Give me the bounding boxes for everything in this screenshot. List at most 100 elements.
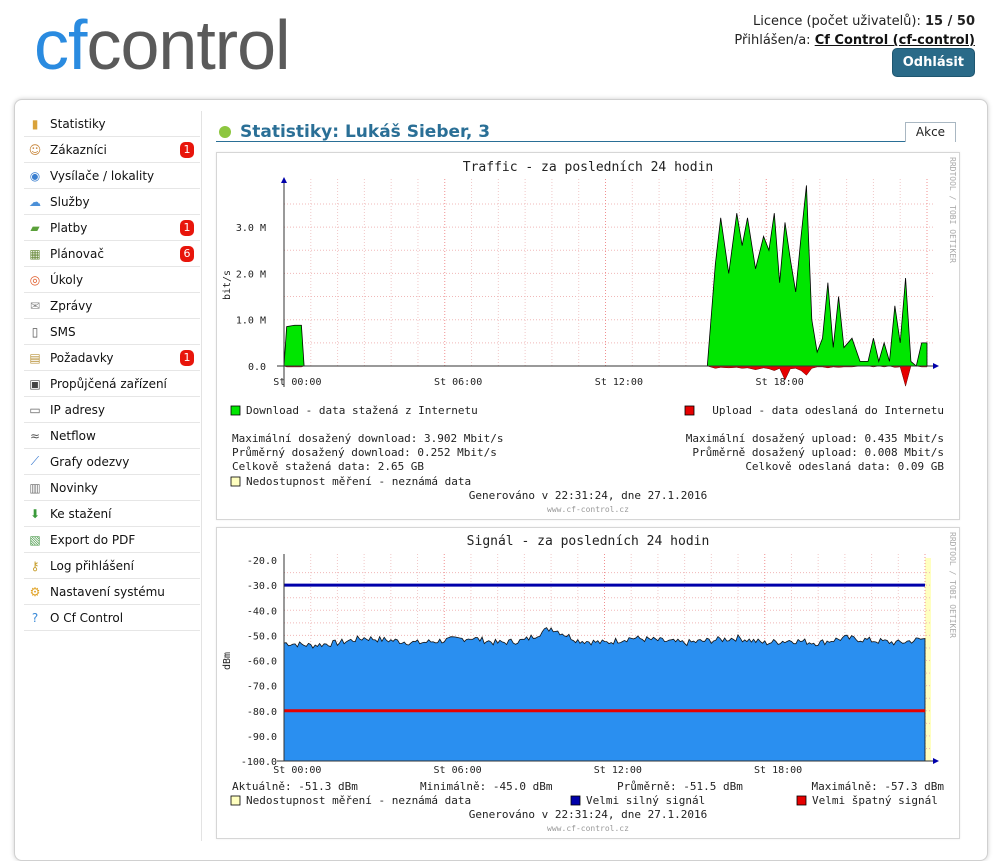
- sidebar-item-label: Log přihlášení: [50, 558, 134, 573]
- antenna-icon: ◉: [29, 168, 41, 183]
- sidebar-item-label: Zprávy: [50, 298, 93, 313]
- sidebar-item[interactable]: ⚷ Log přihlášení: [24, 553, 200, 579]
- signal-xtick: St 00:00: [273, 765, 321, 776]
- bar-chart-icon: ▮: [31, 116, 39, 131]
- traffic-yaxis-arrow: [281, 177, 287, 183]
- signal-xaxis-arrow: [933, 758, 939, 764]
- total-upload: Celkově odeslaná data: 0.09 GB: [745, 460, 944, 473]
- signal-generated: Generováno v 22:31:24, dne 27.1.2016: [469, 808, 707, 821]
- sidebar-item-label: Úkoly: [50, 272, 84, 287]
- legend-strong-swatch: [570, 795, 581, 806]
- license-label: Licence (počet uživatelů):: [752, 14, 921, 29]
- signal-side-label: RRDTOOL / TOBI OETIKER: [948, 532, 957, 638]
- sidebar-item[interactable]: ? O Cf Control: [24, 605, 200, 631]
- sidebar-item[interactable]: ▣ Propůjčená zařízení: [24, 371, 200, 397]
- sidebar-item[interactable]: ⟋ Grafy odezvy: [24, 449, 200, 475]
- signal-title: Signál - za posledních 24 hodin: [467, 534, 710, 549]
- sidebar-item[interactable]: ▮ Statistiky: [24, 111, 200, 137]
- sidebar-item[interactable]: ≈ Netflow: [24, 423, 200, 449]
- signal-graph: Signál - za posledních 24 hodin RRDTOOL …: [216, 527, 960, 839]
- user-label: Přihlášen/a:: [734, 33, 811, 48]
- traffic-generated: Generováno v 22:31:24, dne 27.1.2016: [469, 489, 707, 502]
- sidebar-item[interactable]: ▭ IP adresy: [24, 397, 200, 423]
- logo-control: control: [86, 6, 290, 84]
- traffic-ylabel: bit/s: [222, 270, 233, 300]
- cloud-icon: ☁: [29, 194, 41, 209]
- signal-xtick: St 18:00: [754, 765, 802, 776]
- sidebar-item[interactable]: ⬇ Ke stažení: [24, 501, 200, 527]
- signal-ytick: -20.0: [247, 556, 277, 567]
- sidebar-item[interactable]: ☺ Zákazníci 1: [24, 137, 200, 163]
- sidebar-item-label: SMS: [50, 324, 76, 339]
- signal-maximum: Maximálně: -57.3 dBm: [812, 780, 945, 793]
- traffic-xtick: St 00:00: [273, 377, 321, 388]
- calendar-icon: ▦: [29, 246, 41, 261]
- signal-ytick: -70.0: [247, 682, 277, 693]
- header-info: Licence (počet uživatelů): 15 / 50 Přihl…: [734, 12, 975, 50]
- sidebar-item[interactable]: ✉ Zprávy: [24, 293, 200, 319]
- signal-ytick: -100.0: [241, 757, 277, 768]
- sidebar-item-label: Nastavení systému: [50, 584, 165, 599]
- signal-footer: www.cf-control.cz: [547, 824, 629, 833]
- envelope-icon: ✉: [29, 298, 41, 313]
- sidebar-item-label: Služby: [50, 194, 90, 209]
- lifebuoy-icon: ◎: [29, 272, 41, 287]
- legend-download-swatch: [230, 405, 241, 416]
- sidebar-item[interactable]: ▥ Novinky: [24, 475, 200, 501]
- status-dot-icon: [219, 126, 231, 138]
- license-value: 15 / 50: [925, 14, 975, 29]
- pdf-icon: ▧: [29, 532, 41, 547]
- news-icon: ▥: [29, 480, 41, 495]
- traffic-footer: www.cf-control.cz: [547, 505, 629, 514]
- note-icon: ▤: [29, 350, 41, 365]
- signal-ytick: -60.0: [247, 657, 277, 668]
- traffic-title: Traffic - za posledních 24 hodin: [463, 160, 713, 175]
- sidebar-item[interactable]: ☁ Služby: [24, 189, 200, 215]
- notification-badge: 1: [180, 142, 194, 158]
- sidebar-item-label: Export do PDF: [50, 532, 136, 547]
- traffic-side-label: RRDTOOL / TOBI OETIKER: [948, 157, 957, 263]
- help-icon: ?: [31, 610, 39, 625]
- logo-cf: cf: [34, 6, 87, 84]
- legend-strong: Velmi silný signál: [586, 794, 705, 807]
- signal-average: Průměrně: -51.5 dBm: [617, 780, 743, 793]
- sidebar-item-label: Novinky: [50, 480, 98, 495]
- sidebar-item[interactable]: ▤ Požadavky 1: [24, 345, 200, 371]
- traffic-xaxis-arrow: [933, 363, 939, 369]
- page-title: Statistiky: Lukáš Sieber, 3: [219, 122, 490, 142]
- sidebar-item[interactable]: ▯ SMS: [24, 319, 200, 345]
- user-link[interactable]: Cf Control (cf-control): [814, 33, 975, 48]
- users-icon: ☺: [28, 142, 42, 157]
- download-icon: ⬇: [29, 506, 41, 521]
- gear-icon: ⚙: [29, 584, 41, 599]
- legend-upload: Upload - data odeslaná do Internetu: [712, 404, 944, 417]
- traffic-xtick: St 06:00: [434, 377, 482, 388]
- phone-icon: ▯: [31, 324, 39, 339]
- total-download: Celkově stažená data: 2.65 GB: [232, 460, 424, 473]
- app-logo: cfcontrol: [34, 6, 291, 84]
- sidebar-item[interactable]: ◎ Úkoly: [24, 267, 200, 293]
- device-icon: ▣: [29, 376, 41, 391]
- traffic-ytick: 3.0 M: [236, 223, 266, 234]
- akce-tab[interactable]: Akce: [905, 122, 956, 142]
- legend-upload-swatch: [684, 405, 695, 416]
- legend-weak: Velmi špatný signál: [812, 794, 938, 807]
- sidebar-item[interactable]: ◉ Vysílače / lokality: [24, 163, 200, 189]
- sidebar-item[interactable]: ▧ Export do PDF: [24, 527, 200, 553]
- max-download: Maximální dosažený download: 3.902 Mbit/…: [232, 432, 504, 445]
- logout-button[interactable]: Odhlásit: [891, 48, 975, 77]
- signal-ytick: -50.0: [247, 631, 277, 642]
- legend-unavailable-swatch: [230, 476, 241, 487]
- sidebar-item[interactable]: ▦ Plánovač 6: [24, 241, 200, 267]
- netflow-icon: ≈: [29, 428, 41, 443]
- sidebar: ▮ Statistiky ☺ Zákazníci 1 ◉ Vysílače / lokali…: [24, 111, 200, 631]
- line-chart-icon: ⟋: [30, 454, 40, 468]
- traffic-graph: Traffic - za posledních 24 hodin RRDTOOL…: [216, 152, 960, 520]
- signal-unavailable-band: [925, 558, 931, 761]
- signal-xtick: St 12:00: [594, 765, 642, 776]
- sidebar-item-label: Grafy odezvy: [50, 454, 130, 469]
- sidebar-item-label: Ke stažení: [50, 506, 112, 521]
- sidebar-item-label: Požadavky: [50, 350, 114, 365]
- sidebar-item[interactable]: ⚙ Nastavení systému: [24, 579, 200, 605]
- sidebar-item[interactable]: ▰ Platby 1: [24, 215, 200, 241]
